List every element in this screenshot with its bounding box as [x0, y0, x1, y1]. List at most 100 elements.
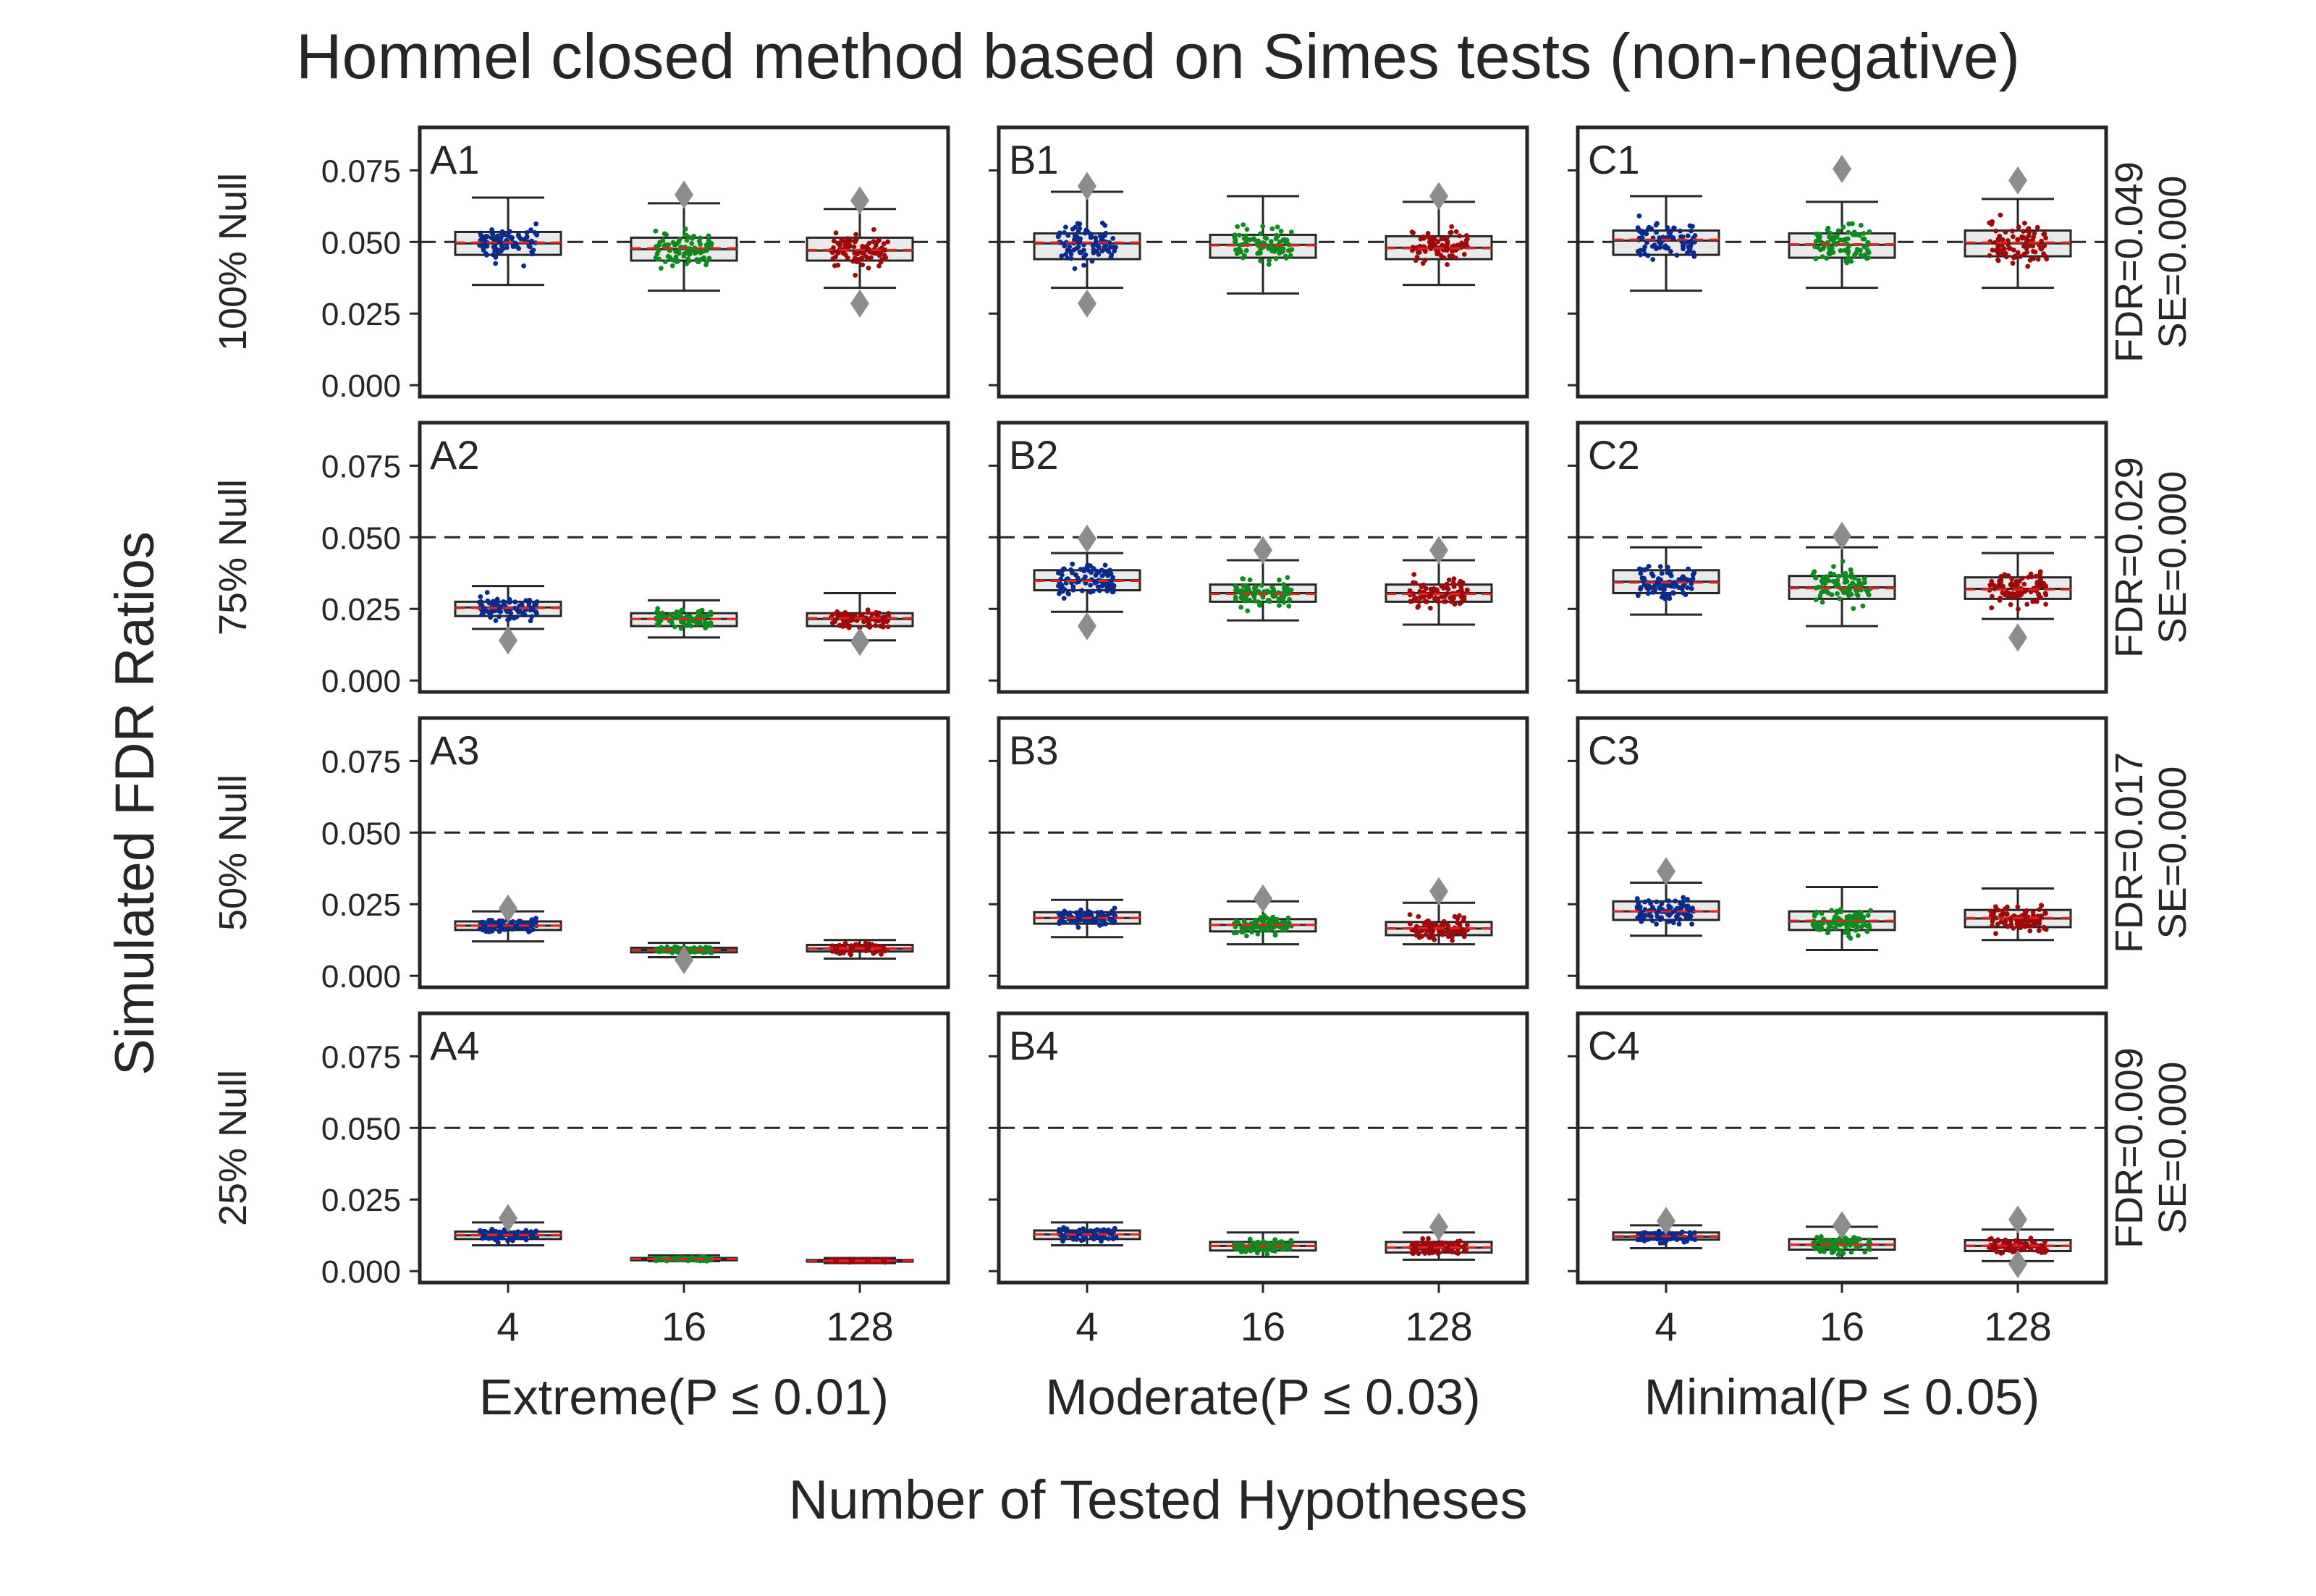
- data-point: [1828, 245, 1834, 250]
- data-point: [1672, 225, 1677, 231]
- data-point: [1059, 1233, 1065, 1238]
- data-point: [1269, 585, 1275, 590]
- data-point: [489, 235, 494, 241]
- outlier-marker: [499, 626, 517, 655]
- data-point: [2008, 582, 2013, 588]
- data-point: [1835, 1251, 1841, 1257]
- data-point: [1285, 575, 1290, 580]
- box-128: [806, 1257, 914, 1265]
- data-point: [1240, 576, 1246, 581]
- data-point: [1416, 604, 1421, 609]
- data-point: [1075, 924, 1081, 930]
- box-16: [1209, 884, 1317, 946]
- data-point: [885, 239, 891, 245]
- data-point: [876, 237, 882, 243]
- data-point: [2037, 569, 2043, 575]
- data-point: [497, 605, 502, 611]
- data-point: [1432, 242, 1437, 248]
- data-point: [1661, 591, 1666, 596]
- data-point: [2010, 261, 2016, 266]
- data-point: [1671, 1233, 1677, 1238]
- panel-id-label: B3: [1009, 727, 1059, 773]
- data-point: [1834, 908, 1840, 914]
- data-point: [1287, 1246, 1293, 1251]
- data-point: [1430, 928, 1436, 934]
- outlier-marker: [1078, 172, 1096, 200]
- data-point: [1450, 929, 1455, 935]
- y-tick-label: 0.050: [321, 1111, 401, 1147]
- data-point: [866, 622, 872, 628]
- data-point: [1256, 599, 1261, 604]
- data-point: [851, 244, 857, 250]
- outlier-marker: [675, 945, 693, 974]
- box-4: [454, 196, 562, 287]
- data-point: [1829, 908, 1835, 913]
- data-point: [846, 237, 851, 242]
- y-tick-label: 0.000: [321, 1254, 401, 1290]
- data-point: [1993, 228, 1999, 234]
- data-point: [1089, 1234, 1094, 1240]
- data-point: [695, 259, 701, 264]
- data-point: [654, 610, 660, 616]
- panel-frame: [1576, 1011, 2108, 1285]
- data-point: [1088, 1228, 1094, 1233]
- data-point: [1453, 1250, 1459, 1255]
- data-point: [1271, 594, 1277, 599]
- data-point: [1285, 915, 1291, 921]
- data-point: [483, 929, 489, 934]
- row-label: 75% Null: [211, 479, 255, 636]
- panel-A3: 0.000 0.025 0.050 0.075 A3: [321, 716, 950, 995]
- data-point: [1112, 1225, 1117, 1231]
- data-point: [1658, 906, 1664, 911]
- panel-frame: [997, 716, 1529, 989]
- data-point: [1833, 242, 1839, 247]
- data-point: [478, 594, 483, 599]
- data-point: [1650, 573, 1656, 578]
- data-point: [1640, 578, 1646, 584]
- data-point: [2009, 576, 2015, 582]
- data-point: [876, 618, 882, 624]
- data-point: [2031, 913, 2036, 919]
- data-point: [480, 1230, 486, 1236]
- data-point: [2010, 228, 2015, 234]
- data-point: [515, 1229, 521, 1234]
- data-point: [1461, 594, 1467, 599]
- box-16: [630, 942, 738, 974]
- data-point: [1813, 597, 1819, 602]
- data-point: [1096, 245, 1102, 250]
- data-point: [1688, 1232, 1694, 1238]
- data-point: [1110, 575, 1115, 580]
- data-point: [1665, 592, 1670, 598]
- data-point: [1110, 911, 1115, 916]
- data-point: [1677, 228, 1683, 234]
- data-point: [1668, 583, 1673, 588]
- data-point: [1268, 1244, 1273, 1250]
- panel-C1: C1: [1568, 125, 2108, 399]
- data-point: [1445, 934, 1451, 940]
- data-point: [1410, 1248, 1416, 1254]
- data-point: [1236, 232, 1242, 238]
- data-point: [1458, 926, 1464, 932]
- data-point: [706, 233, 711, 239]
- data-point: [659, 947, 664, 952]
- data-point: [1238, 248, 1243, 253]
- data-point: [1652, 587, 1658, 592]
- data-point: [1088, 583, 1093, 588]
- data-point: [2015, 593, 2020, 599]
- data-point: [1073, 572, 1078, 578]
- data-point: [1464, 588, 1470, 594]
- data-point: [1457, 233, 1462, 239]
- data-point: [1665, 565, 1670, 570]
- data-point: [1639, 919, 1644, 924]
- data-point: [835, 262, 841, 268]
- data-point: [1260, 224, 1266, 229]
- data-point: [1286, 603, 1292, 609]
- y-tick-label: 0.000: [321, 368, 401, 404]
- data-point: [1867, 1247, 1873, 1252]
- data-point: [2035, 256, 2041, 262]
- panel-frame: [418, 1011, 950, 1285]
- data-point: [669, 263, 675, 269]
- data-point: [524, 235, 530, 240]
- outlier-marker: [2008, 166, 2027, 195]
